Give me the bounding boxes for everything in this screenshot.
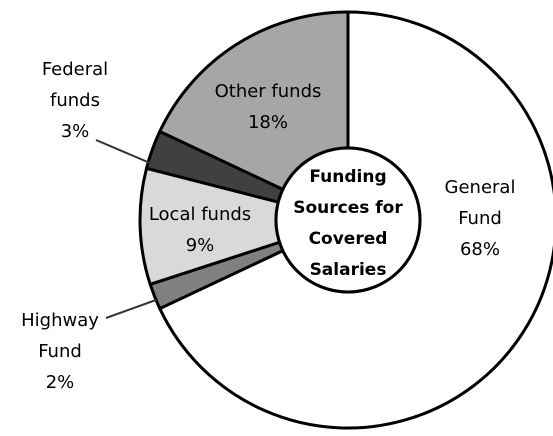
slice-label: Federal funds 3%	[20, 54, 130, 147]
value-label: 3%	[60, 121, 90, 142]
value-label: 9%	[185, 235, 215, 256]
leader-line	[95, 139, 151, 164]
slice-label: Local funds 9%	[140, 199, 260, 261]
value-label: 68%	[459, 239, 500, 260]
value-label: 2%	[45, 372, 75, 393]
donut-hole	[274, 146, 422, 294]
chart-title: Funding Sources for Covered Salaries	[293, 167, 403, 280]
leader-line	[105, 299, 157, 319]
slice-label: General Fund 68%	[420, 172, 540, 265]
value-label: 18%	[247, 112, 288, 133]
slices	[138, 10, 553, 430]
category-label: Federal funds	[41, 59, 109, 111]
category-label: Local funds	[148, 204, 252, 225]
slice-label: Other funds 18%	[198, 76, 338, 138]
category-label: General Fund	[444, 177, 516, 229]
category-label: Highway Fund	[21, 310, 99, 362]
category-label: Other funds	[214, 81, 322, 102]
slice-label: Highway Fund 2%	[0, 305, 120, 398]
